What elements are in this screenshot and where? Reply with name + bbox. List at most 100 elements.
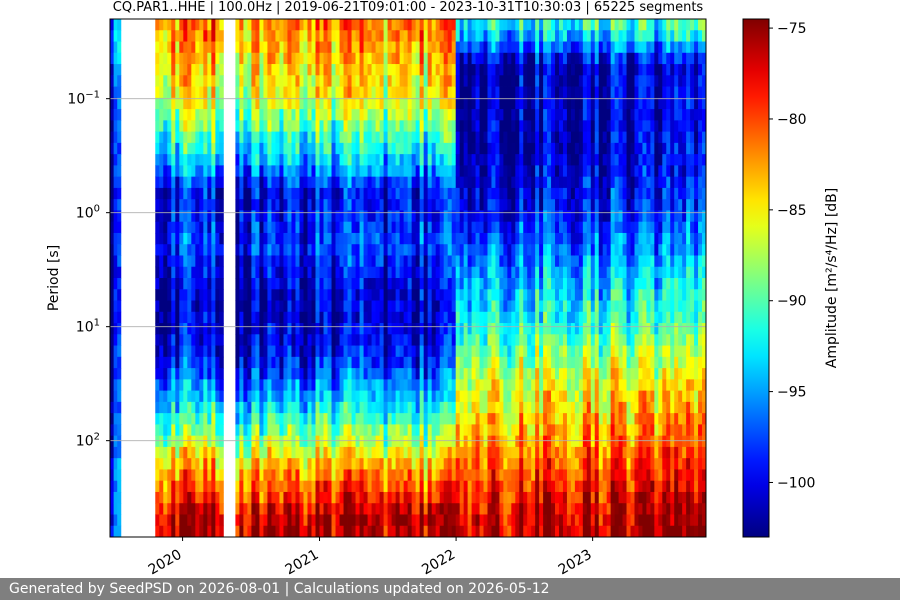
heatmap-cell: [167, 41, 172, 54]
heatmap-cell: [359, 401, 364, 414]
heatmap-cell: [475, 345, 480, 358]
heatmap-cell: [391, 221, 397, 234]
heatmap-cell: [387, 368, 393, 380]
heatmap-cell: [547, 120, 552, 133]
heatmap-cell: [311, 176, 316, 189]
heatmap-cell: [439, 345, 445, 358]
heatmap-cell: [359, 334, 364, 346]
heatmap-cell: [415, 334, 421, 346]
heatmap-cell: [423, 64, 429, 76]
heatmap-cell: [199, 142, 204, 155]
heatmap-cell: [191, 30, 196, 42]
heatmap-cell: [323, 278, 328, 290]
heatmap-cell: [451, 368, 457, 380]
heatmap-cell: [375, 458, 380, 470]
heatmap-cell: [319, 221, 324, 234]
heatmap-cell: [279, 480, 284, 493]
heatmap-cell: [443, 379, 449, 392]
heatmap-cell: [467, 187, 472, 200]
heatmap-cell: [319, 525, 324, 537]
heatmap-cell: [259, 109, 264, 121]
heatmap-cell: [359, 176, 364, 189]
heatmap-cell: [299, 109, 304, 121]
heatmap-cell: [351, 255, 356, 268]
heatmap-cell: [435, 345, 441, 358]
heatmap-cell: [239, 514, 244, 527]
heatmap-cell: [307, 176, 312, 189]
heatmap-cell: [303, 278, 308, 290]
heatmap-cell: [455, 120, 461, 133]
heatmap-cell: [547, 86, 552, 99]
heatmap-cell: [283, 210, 288, 223]
heatmap-cell: [371, 435, 376, 448]
heatmap-cell: [387, 154, 393, 166]
heatmap-cell: [539, 345, 544, 358]
heatmap-cell: [395, 86, 401, 99]
heatmap-cell: [267, 368, 272, 380]
heatmap-cell: [503, 75, 508, 87]
heatmap-cell: [511, 97, 516, 110]
heatmap-cell: [491, 413, 496, 425]
heatmap-cell: [371, 221, 376, 234]
heatmap-cell: [511, 75, 516, 87]
heatmap-cell: [566, 232, 572, 245]
heatmap-cell: [535, 86, 540, 99]
heatmap-cell: [531, 514, 536, 527]
heatmap-cell: [451, 413, 457, 425]
heatmap-cell: [455, 131, 461, 144]
heatmap-cell: [271, 165, 276, 178]
heatmap-cell: [199, 210, 204, 223]
heatmap-cell: [247, 469, 252, 482]
heatmap-cell: [191, 503, 196, 515]
heatmap-cell: [415, 278, 421, 290]
heatmap-cell: [295, 446, 300, 459]
heatmap-cell: [203, 97, 208, 110]
heatmap-cell: [582, 154, 588, 166]
heatmap-cell: [551, 424, 556, 437]
heatmap-cell: [383, 221, 389, 234]
heatmap-cell: [447, 469, 453, 482]
heatmap-cell: [295, 311, 300, 324]
heatmap-cell: [159, 52, 164, 65]
heatmap-cell: [335, 390, 340, 403]
heatmap-cell: [551, 514, 556, 527]
heatmap-cell: [271, 19, 276, 31]
heatmap-cell: [523, 109, 528, 121]
heatmap-cell: [367, 278, 372, 290]
heatmap-cell: [479, 491, 484, 504]
heatmap-cell: [483, 390, 488, 403]
heatmap-cell: [159, 232, 164, 245]
heatmap-cell: [539, 109, 544, 121]
heatmap-cell: [183, 390, 188, 403]
heatmap-cell: [363, 469, 368, 482]
heatmap-cell: [503, 424, 508, 437]
heatmap-cell: [251, 289, 256, 301]
heatmap-cell: [395, 64, 401, 76]
heatmap-cell: [515, 503, 520, 515]
heatmap-cell: [574, 424, 580, 437]
heatmap-cell: [339, 278, 344, 290]
heatmap-cell: [578, 379, 584, 392]
heatmap-cell: [487, 311, 492, 324]
heatmap-cell: [367, 244, 372, 256]
heatmap-cell: [110, 75, 115, 87]
heatmap-cell: [203, 311, 208, 324]
heatmap-cell: [535, 503, 540, 515]
heatmap-cell: [578, 19, 584, 31]
heatmap-cell: [211, 64, 216, 76]
heatmap-cell: [455, 165, 461, 178]
heatmap-cell: [562, 41, 568, 54]
heatmap-cell: [327, 52, 332, 65]
heatmap-cell: [555, 64, 560, 76]
heatmap-cell: [451, 514, 457, 527]
heatmap-cell: [187, 232, 192, 245]
heatmap-cell: [263, 379, 268, 392]
heatmap-cell: [287, 120, 292, 133]
heatmap-cell: [191, 64, 196, 76]
heatmap-cell: [543, 469, 548, 482]
heatmap-cell: [523, 356, 528, 369]
heatmap-cell: [479, 165, 484, 178]
heatmap-cell: [327, 300, 332, 313]
heatmap-cell: [407, 323, 413, 335]
heatmap-cell: [495, 255, 500, 268]
